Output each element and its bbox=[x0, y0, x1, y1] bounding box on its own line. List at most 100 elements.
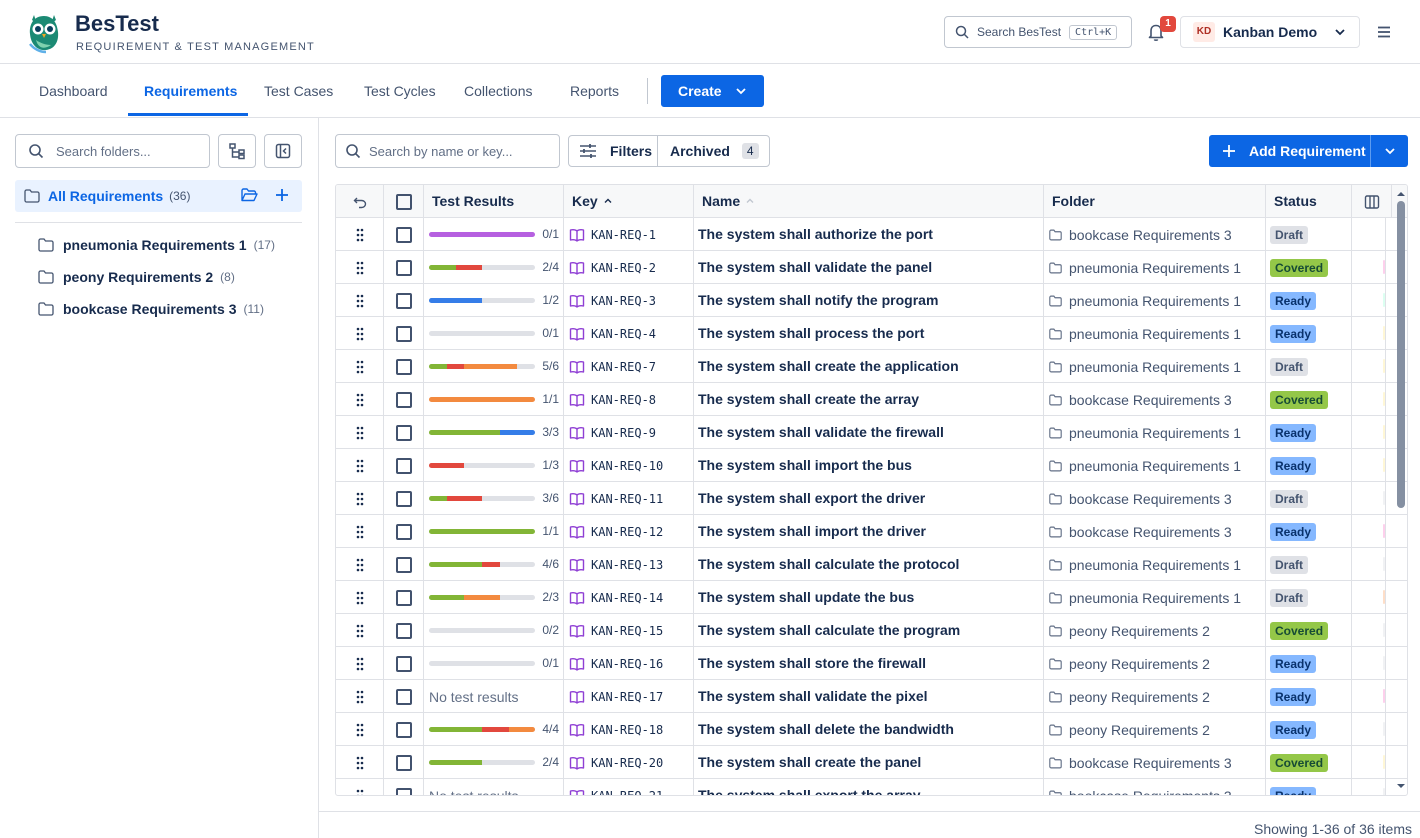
sidebar-item-all-requirements[interactable]: All Requirements (36) bbox=[15, 180, 302, 212]
requirement-key-cell[interactable]: KAN-REQ-2 bbox=[564, 251, 694, 284]
row-select[interactable] bbox=[384, 713, 424, 746]
row-checkbox[interactable] bbox=[395, 721, 412, 738]
table-row[interactable]: 0/1 KAN-REQ-1 The system shall authorize t… bbox=[336, 218, 1407, 251]
requirement-name[interactable]: The system shall notify the program bbox=[694, 284, 1044, 317]
create-button[interactable]: Create bbox=[661, 75, 764, 107]
drag-handle[interactable] bbox=[336, 515, 384, 548]
select-all-checkbox[interactable] bbox=[395, 193, 412, 210]
menu-icon[interactable] bbox=[1376, 24, 1392, 40]
row-select[interactable] bbox=[384, 779, 424, 795]
table-row[interactable]: No test results KAN-REQ-17 The system shal… bbox=[336, 680, 1407, 713]
status-badge[interactable]: Draft bbox=[1270, 489, 1309, 508]
tab-test-cases[interactable]: Test Cases bbox=[264, 83, 334, 99]
requirement-key-cell[interactable]: KAN-REQ-11 bbox=[564, 482, 694, 515]
row-select[interactable] bbox=[384, 746, 424, 779]
requirement-name[interactable]: The system shall validate the pixel bbox=[694, 680, 1044, 713]
requirement-name[interactable]: The system shall validate the panel bbox=[694, 251, 1044, 284]
status-badge[interactable]: Ready bbox=[1270, 291, 1317, 310]
drag-handle[interactable] bbox=[336, 383, 384, 416]
add-requirement-button[interactable]: Add Requirement bbox=[1209, 135, 1408, 167]
header-test-results[interactable]: Test Results bbox=[424, 185, 564, 218]
global-search-button[interactable]: Search BesTest Ctrl+K bbox=[944, 16, 1132, 48]
header-folder[interactable]: Folder bbox=[1044, 185, 1266, 218]
requirement-key-cell[interactable]: KAN-REQ-13 bbox=[564, 548, 694, 581]
row-checkbox[interactable] bbox=[395, 292, 412, 309]
requirement-name[interactable]: The system shall export the driver bbox=[694, 482, 1044, 515]
table-row[interactable]: 2/3 KAN-REQ-14 The system shall update the… bbox=[336, 581, 1407, 614]
requirement-name[interactable]: The system shall authorize the port bbox=[694, 218, 1044, 251]
status-badge[interactable]: Draft bbox=[1270, 357, 1309, 376]
requirement-name[interactable]: The system shall export the array bbox=[694, 779, 1044, 795]
status-badge[interactable]: Ready bbox=[1270, 687, 1317, 706]
chevron-down-icon[interactable] bbox=[1382, 143, 1398, 159]
requirement-name[interactable]: The system shall calculate the program bbox=[694, 614, 1044, 647]
scrollbar-thumb[interactable] bbox=[1397, 201, 1405, 508]
row-select[interactable] bbox=[384, 515, 424, 548]
drag-handle[interactable] bbox=[336, 449, 384, 482]
requirement-key-cell[interactable]: KAN-REQ-20 bbox=[564, 746, 694, 779]
select-all-header[interactable] bbox=[384, 185, 424, 218]
add-folder-icon[interactable] bbox=[275, 188, 289, 202]
drag-handle[interactable] bbox=[336, 713, 384, 746]
status-badge[interactable]: Covered bbox=[1270, 390, 1329, 409]
table-row[interactable]: 2/4 KAN-REQ-20 The system shall create the… bbox=[336, 746, 1407, 779]
scroll-up-icon[interactable] bbox=[1394, 190, 1408, 198]
status-badge[interactable]: Covered bbox=[1270, 753, 1329, 772]
row-select[interactable] bbox=[384, 449, 424, 482]
row-select[interactable] bbox=[384, 548, 424, 581]
table-row[interactable]: 0/1 KAN-REQ-4 The system shall process the… bbox=[336, 317, 1407, 350]
drag-handle[interactable] bbox=[336, 416, 384, 449]
status-badge[interactable]: Ready bbox=[1270, 324, 1317, 343]
requirement-name[interactable]: The system shall store the firewall bbox=[694, 647, 1044, 680]
tab-collections[interactable]: Collections bbox=[464, 83, 533, 99]
requirement-key-cell[interactable]: KAN-REQ-7 bbox=[564, 350, 694, 383]
row-select[interactable] bbox=[384, 680, 424, 713]
row-select[interactable] bbox=[384, 581, 424, 614]
sidebar-item-folder[interactable]: peony Requirements 2 (8) bbox=[38, 265, 235, 289]
row-select[interactable] bbox=[384, 614, 424, 647]
row-checkbox[interactable] bbox=[395, 523, 412, 540]
row-checkbox[interactable] bbox=[395, 754, 412, 771]
table-row[interactable]: 4/4 KAN-REQ-18 The system shall delete the… bbox=[336, 713, 1407, 746]
requirement-key-cell[interactable]: KAN-REQ-9 bbox=[564, 416, 694, 449]
requirement-name[interactable]: The system shall import the driver bbox=[694, 515, 1044, 548]
row-select[interactable] bbox=[384, 350, 424, 383]
tab-requirements[interactable]: Requirements bbox=[144, 83, 238, 99]
sidebar-item-folder[interactable]: pneumonia Requirements 1 (17) bbox=[38, 233, 275, 257]
status-badge[interactable]: Covered bbox=[1270, 621, 1329, 640]
drag-handle[interactable] bbox=[336, 680, 384, 713]
table-row[interactable]: No test results KAN-REQ-21 The system shal… bbox=[336, 779, 1407, 795]
header-name[interactable]: Name bbox=[694, 185, 1044, 218]
requirement-name[interactable]: The system shall validate the firewall bbox=[694, 416, 1044, 449]
scroll-down-icon[interactable] bbox=[1394, 782, 1408, 790]
drag-handle[interactable] bbox=[336, 779, 384, 795]
row-select[interactable] bbox=[384, 482, 424, 515]
status-badge[interactable]: Ready bbox=[1270, 786, 1317, 795]
drag-handle[interactable] bbox=[336, 548, 384, 581]
status-badge[interactable]: Draft bbox=[1270, 225, 1309, 244]
row-checkbox[interactable] bbox=[395, 358, 412, 375]
status-badge[interactable]: Covered bbox=[1270, 258, 1329, 277]
row-select[interactable] bbox=[384, 284, 424, 317]
row-select[interactable] bbox=[384, 383, 424, 416]
table-row[interactable]: 1/1 KAN-REQ-12 The system shall import the… bbox=[336, 515, 1407, 548]
requirement-name[interactable]: The system shall create the array bbox=[694, 383, 1044, 416]
row-checkbox[interactable] bbox=[395, 457, 412, 474]
table-row[interactable]: 4/6 KAN-REQ-13 The system shall calculate … bbox=[336, 548, 1407, 581]
owl-logo-icon[interactable] bbox=[24, 12, 64, 54]
reset-order-header[interactable] bbox=[336, 185, 384, 218]
project-switcher[interactable]: KD Kanban Demo bbox=[1180, 16, 1360, 48]
row-select[interactable] bbox=[384, 647, 424, 680]
status-badge[interactable]: Ready bbox=[1270, 654, 1317, 673]
requirement-key-cell[interactable]: KAN-REQ-1 bbox=[564, 218, 694, 251]
status-badge[interactable]: Ready bbox=[1270, 423, 1317, 442]
row-select[interactable] bbox=[384, 416, 424, 449]
row-checkbox[interactable] bbox=[395, 226, 412, 243]
row-checkbox[interactable] bbox=[395, 391, 412, 408]
table-row[interactable]: 3/3 KAN-REQ-9 The system shall validate th… bbox=[336, 416, 1407, 449]
requirement-key-cell[interactable]: KAN-REQ-17 bbox=[564, 680, 694, 713]
drag-handle[interactable] bbox=[336, 746, 384, 779]
row-checkbox[interactable] bbox=[395, 655, 412, 672]
tab-test-cycles[interactable]: Test Cycles bbox=[364, 83, 436, 99]
requirement-name[interactable]: The system shall create the application bbox=[694, 350, 1044, 383]
